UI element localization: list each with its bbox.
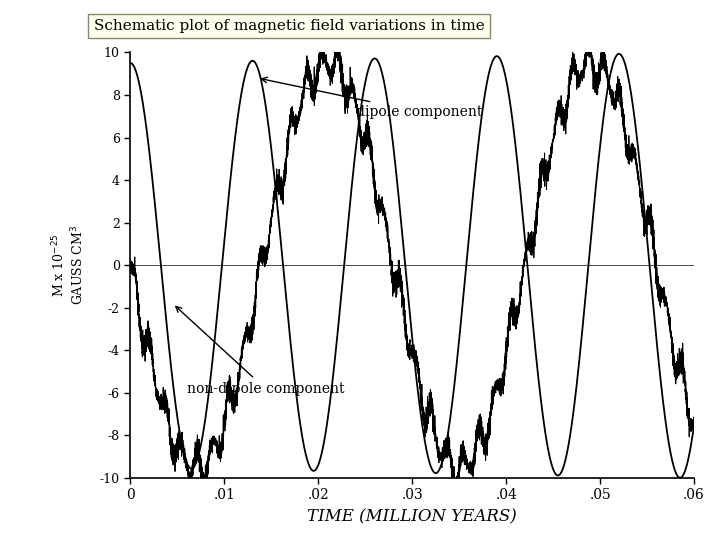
Text: dipole component: dipole component <box>261 77 482 119</box>
Text: Schematic plot of magnetic field variations in time: Schematic plot of magnetic field variati… <box>94 19 485 33</box>
Text: M x 10$^{-25}$
GAUSS CM$^3$: M x 10$^{-25}$ GAUSS CM$^3$ <box>50 225 86 305</box>
Text: non-dipole component: non-dipole component <box>176 306 344 396</box>
X-axis label: TIME (MILLION YEARS): TIME (MILLION YEARS) <box>307 508 517 525</box>
